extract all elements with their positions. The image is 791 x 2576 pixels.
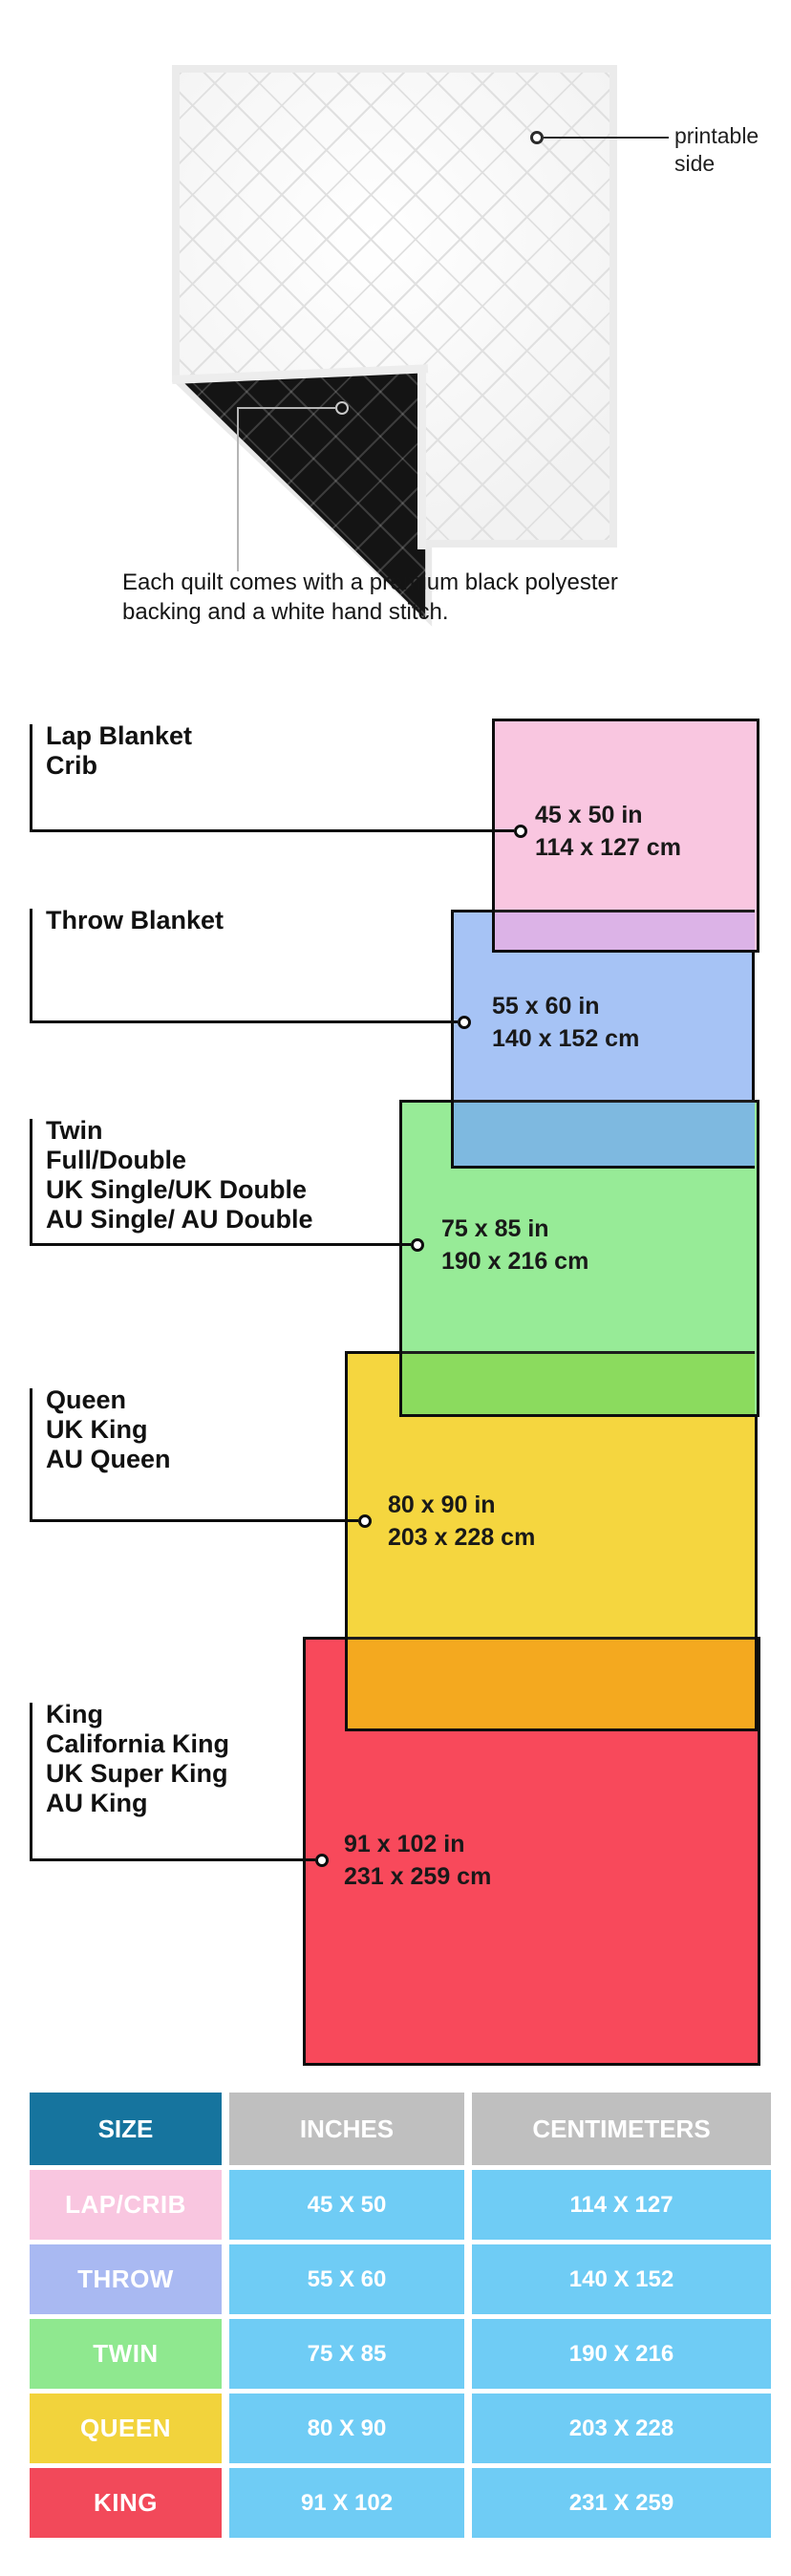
- quilt-caption-line2: backing and a white hand stitch.: [122, 599, 449, 625]
- dim-twin-inches: 75 x 85 in: [441, 1215, 549, 1242]
- dim-twin-cm: 190 x 216 cm: [441, 1248, 589, 1275]
- leader-twin-horizontal: [30, 1243, 411, 1246]
- label-lap-line1: Lap Blanket: [46, 721, 193, 750]
- label-lap-line2: Crib: [46, 751, 97, 780]
- table-row-lap-inches: 45 X 50: [229, 2170, 464, 2240]
- leader-king-vertical: [30, 1703, 32, 1861]
- table-row-twin-inches: 75 X 85: [229, 2319, 464, 2389]
- leader-throw-horizontal: [30, 1020, 458, 1023]
- quilt-caption-line1: Each quilt comes with a premium black po…: [122, 569, 618, 595]
- label-king-line3: UK Super King: [46, 1759, 228, 1788]
- leader-queen-circle: [358, 1514, 372, 1528]
- overlap-band-queen-king: [348, 1637, 755, 1728]
- leader-lap-vertical: [30, 724, 32, 832]
- printable-side-callout-line: [544, 137, 669, 139]
- table-row-throw-label: THROW: [30, 2244, 222, 2314]
- dim-throw-inches: 55 x 60 in: [492, 993, 600, 1020]
- table-row-twin-label: TWIN: [30, 2319, 222, 2389]
- leader-king-circle: [315, 1854, 329, 1867]
- table-row-lap-cm: 114 X 127: [472, 2170, 771, 2240]
- table-row-queen-label: QUEEN: [30, 2394, 222, 2463]
- label-twin-line1: Twin: [46, 1116, 103, 1145]
- backing-callout-line-vertical: [237, 407, 239, 571]
- printable-side-label-line2: side: [674, 151, 716, 176]
- dim-king-inches: 91 x 102 in: [344, 1831, 465, 1857]
- overlap-band-lap-throw: [495, 910, 755, 950]
- label-queen-line2: UK King: [46, 1415, 148, 1444]
- label-king-line2: California King: [46, 1729, 230, 1758]
- leader-throw-vertical: [30, 909, 32, 1023]
- label-twin-line4: AU Single/ AU Double: [46, 1205, 313, 1234]
- table-row-throw-inches: 55 X 60: [229, 2244, 464, 2314]
- table-row-king-inches: 91 X 102: [229, 2468, 464, 2538]
- leader-queen-horizontal: [30, 1519, 358, 1522]
- label-queen-line3: AU Queen: [46, 1445, 171, 1473]
- overlap-band-throw-twin: [454, 1100, 755, 1166]
- label-twin-line3: UK Single/UK Double: [46, 1175, 308, 1204]
- table-row-twin-cm: 190 X 216: [472, 2319, 771, 2389]
- backing-callout-line-horizontal: [237, 407, 336, 409]
- size-table: SIZE INCHES CENTIMETERS LAP/CRIB 45 X 50…: [30, 2093, 771, 2538]
- backing-marker-circle: [335, 401, 349, 415]
- leader-lap-horizontal: [30, 829, 514, 832]
- table-row-queen-inches: 80 X 90: [229, 2394, 464, 2463]
- label-king-line1: King: [46, 1700, 103, 1728]
- dim-king-cm: 231 x 259 cm: [344, 1863, 492, 1890]
- leader-lap-circle: [514, 825, 527, 838]
- table-row-queen-cm: 203 X 228: [472, 2394, 771, 2463]
- quilt-binding-strip-vertical: [417, 369, 426, 549]
- printable-side-label-line1: printable: [674, 123, 759, 148]
- table-row-lap-label: LAP/CRIB: [30, 2170, 222, 2240]
- table-header-size: SIZE: [30, 2093, 222, 2165]
- leader-twin-circle: [411, 1238, 424, 1252]
- printable-side-marker-circle: [530, 131, 544, 144]
- table-row-throw-cm: 140 X 152: [472, 2244, 771, 2314]
- leader-twin-vertical: [30, 1119, 32, 1246]
- table-row-king-cm: 231 X 259: [472, 2468, 771, 2538]
- dim-throw-cm: 140 x 152 cm: [492, 1025, 640, 1052]
- table-header-inches: INCHES: [229, 2093, 464, 2165]
- table-header-centimeters: CENTIMETERS: [472, 2093, 771, 2165]
- leader-throw-circle: [458, 1016, 471, 1029]
- leader-king-horizontal: [30, 1858, 315, 1861]
- dim-lap-cm: 114 x 127 cm: [535, 834, 681, 861]
- dim-queen-inches: 80 x 90 in: [388, 1492, 496, 1518]
- label-twin-line2: Full/Double: [46, 1146, 186, 1174]
- dim-lap-inches: 45 x 50 in: [535, 802, 643, 828]
- overlap-band-twin-queen: [402, 1351, 755, 1414]
- label-king-line4: AU King: [46, 1789, 148, 1817]
- leader-queen-vertical: [30, 1388, 32, 1522]
- dim-queen-cm: 203 x 228 cm: [388, 1524, 536, 1551]
- label-throw-line1: Throw Blanket: [46, 906, 224, 934]
- label-queen-line1: Queen: [46, 1385, 127, 1414]
- table-row-king-label: KING: [30, 2468, 222, 2538]
